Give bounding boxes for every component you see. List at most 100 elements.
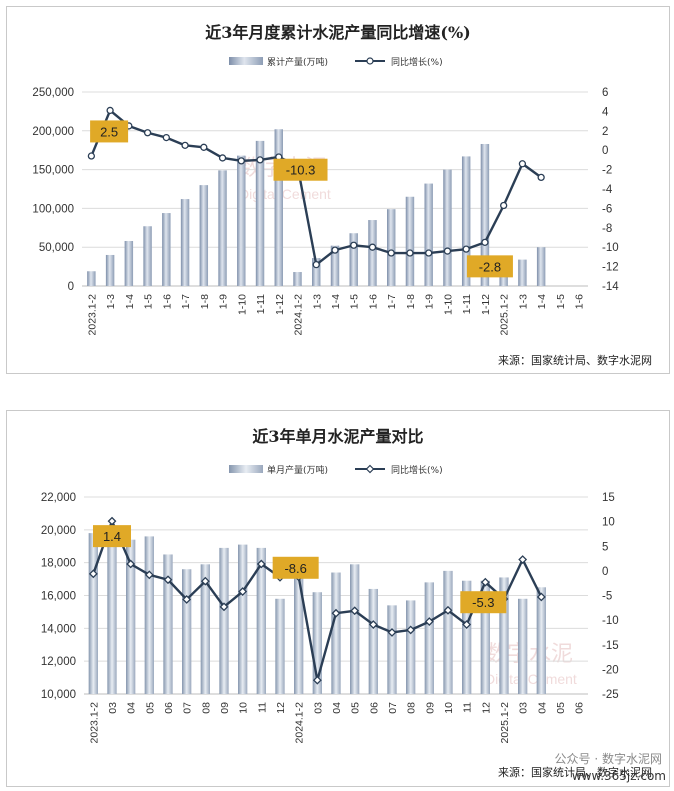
monthly-chart-panel: 近3年单月水泥产量对比 单月产量(万吨) 同比增长(%) 数字水泥 Digita… (6, 410, 670, 787)
y-right-tick: -20 (602, 664, 619, 676)
legend: 累计产量(万吨) 同比增长(%) (229, 56, 443, 68)
x-tick: 1-4 (124, 294, 136, 309)
legend-line-label: 同比增长(%) (391, 56, 443, 68)
y-right-tick: 0 (602, 566, 608, 578)
y-left-tick: 0 (68, 281, 74, 293)
line-point (256, 156, 264, 164)
line-point (237, 157, 245, 165)
x-tick: 09 (219, 702, 231, 714)
value-callout-label: -5.3 (472, 595, 494, 610)
x-tick: 1-7 (386, 294, 398, 309)
bar (180, 199, 190, 286)
x-tick: 05 (144, 702, 156, 714)
bar (88, 533, 98, 694)
x-tick: 1-7 (180, 294, 192, 309)
line-point (387, 628, 397, 637)
bar (387, 605, 397, 694)
bar (462, 580, 472, 694)
y-right-tick: 0 (602, 145, 608, 157)
line-point (537, 173, 545, 182)
y-left-tick: 12,000 (41, 656, 76, 668)
bar (536, 587, 546, 694)
x-tick: 1-3 (105, 294, 117, 309)
monthly-chart: 近3年单月水泥产量对比 单月产量(万吨) 同比增长(%) 数字水泥 Digita… (41, 427, 652, 779)
x-tick: 1-3 (311, 294, 323, 309)
value-callout (460, 591, 507, 614)
bar (536, 247, 546, 286)
bar (499, 577, 509, 694)
x-tick: 1-12 (480, 294, 492, 315)
bar (405, 196, 415, 286)
y-left-tick: 20,000 (41, 525, 76, 537)
line-point (518, 555, 528, 564)
line-point (443, 247, 452, 255)
cumulative-chart: 近3年月度累计水泥产量同比增速(%) 累计产量(万吨) 同比增长(%) 数字水泥… (32, 23, 652, 367)
bar (331, 572, 341, 694)
bar (218, 170, 227, 286)
x-tick: 2023.1-2 (86, 294, 98, 336)
bar (293, 272, 302, 286)
x-tick: 1-3 (517, 294, 529, 309)
value-callout-label: -2.8 (479, 259, 501, 274)
bar (443, 570, 453, 694)
x-tick: 05 (350, 702, 362, 714)
line-point (312, 675, 322, 685)
x-tick: 04 (536, 702, 548, 714)
line-point (331, 608, 341, 618)
x-tick: 1-8 (199, 294, 211, 309)
bar (424, 582, 434, 694)
x-tick: 03 (518, 702, 530, 714)
x-tick: 08 (406, 702, 418, 714)
x-tick: 07 (182, 702, 194, 714)
x-tick: 1-6 (574, 294, 586, 309)
bar (144, 536, 154, 694)
y-right-tick: -8 (602, 223, 612, 235)
bar (199, 185, 209, 286)
cumulative-chart-panel: 近3年月度累计水泥产量同比增速(%) 累计产量(万吨) 同比增长(%) 数字水泥… (6, 6, 670, 374)
legend-bar-label: 累计产量(万吨) (267, 56, 328, 68)
bar (330, 245, 340, 286)
source-note: 来源：国家统计局、数字水泥网 (498, 765, 652, 779)
x-tick: 1-5 (555, 294, 567, 309)
bar (107, 531, 117, 694)
bar (255, 140, 265, 286)
y-right-tick: -6 (602, 203, 612, 215)
value-callout-label: -8.6 (284, 561, 306, 576)
plot-area: 22,000 20,000 18,000 16,000 14,000 12,000 10,0… (41, 492, 619, 743)
bar (368, 220, 377, 286)
bar (443, 169, 452, 286)
line-point (481, 238, 489, 247)
value-callout (93, 525, 131, 548)
bar (424, 183, 433, 286)
line-point (181, 141, 189, 150)
x-tick: 1-11 (461, 294, 473, 314)
bar (461, 156, 471, 286)
line-point (424, 617, 434, 627)
line-point (182, 595, 192, 604)
y-right-tick: 2 (602, 126, 608, 138)
legend: 单月产量(万吨) 同比增长(%) (229, 464, 443, 476)
x-tick: 10 (238, 702, 250, 714)
y-right-tick: -10 (602, 242, 619, 254)
value-callout-label: -10.3 (286, 163, 316, 178)
y-right-tick: 6 (602, 87, 608, 99)
x-tick: 1-6 (367, 294, 379, 309)
y-right-tick: -4 (602, 184, 613, 196)
line-point (163, 575, 173, 585)
x-tick: 2024.1-2 (293, 294, 305, 336)
bar (87, 271, 96, 286)
account-overlay: 公众号 · 数字水泥网 (554, 752, 662, 766)
y-right-tick: -10 (602, 615, 619, 627)
x-tick: 06 (574, 702, 586, 714)
bar (312, 258, 321, 286)
bar (518, 598, 528, 694)
bar (238, 544, 248, 694)
value-callout (466, 255, 513, 278)
bar (162, 213, 171, 286)
line-point (462, 245, 470, 253)
bar (200, 564, 210, 694)
chart-title: 近3年单月水泥产量对比 (252, 427, 423, 446)
line-point (425, 249, 433, 257)
y-left-tick: 14,000 (41, 623, 76, 635)
y-right-tick: -15 (602, 640, 619, 652)
